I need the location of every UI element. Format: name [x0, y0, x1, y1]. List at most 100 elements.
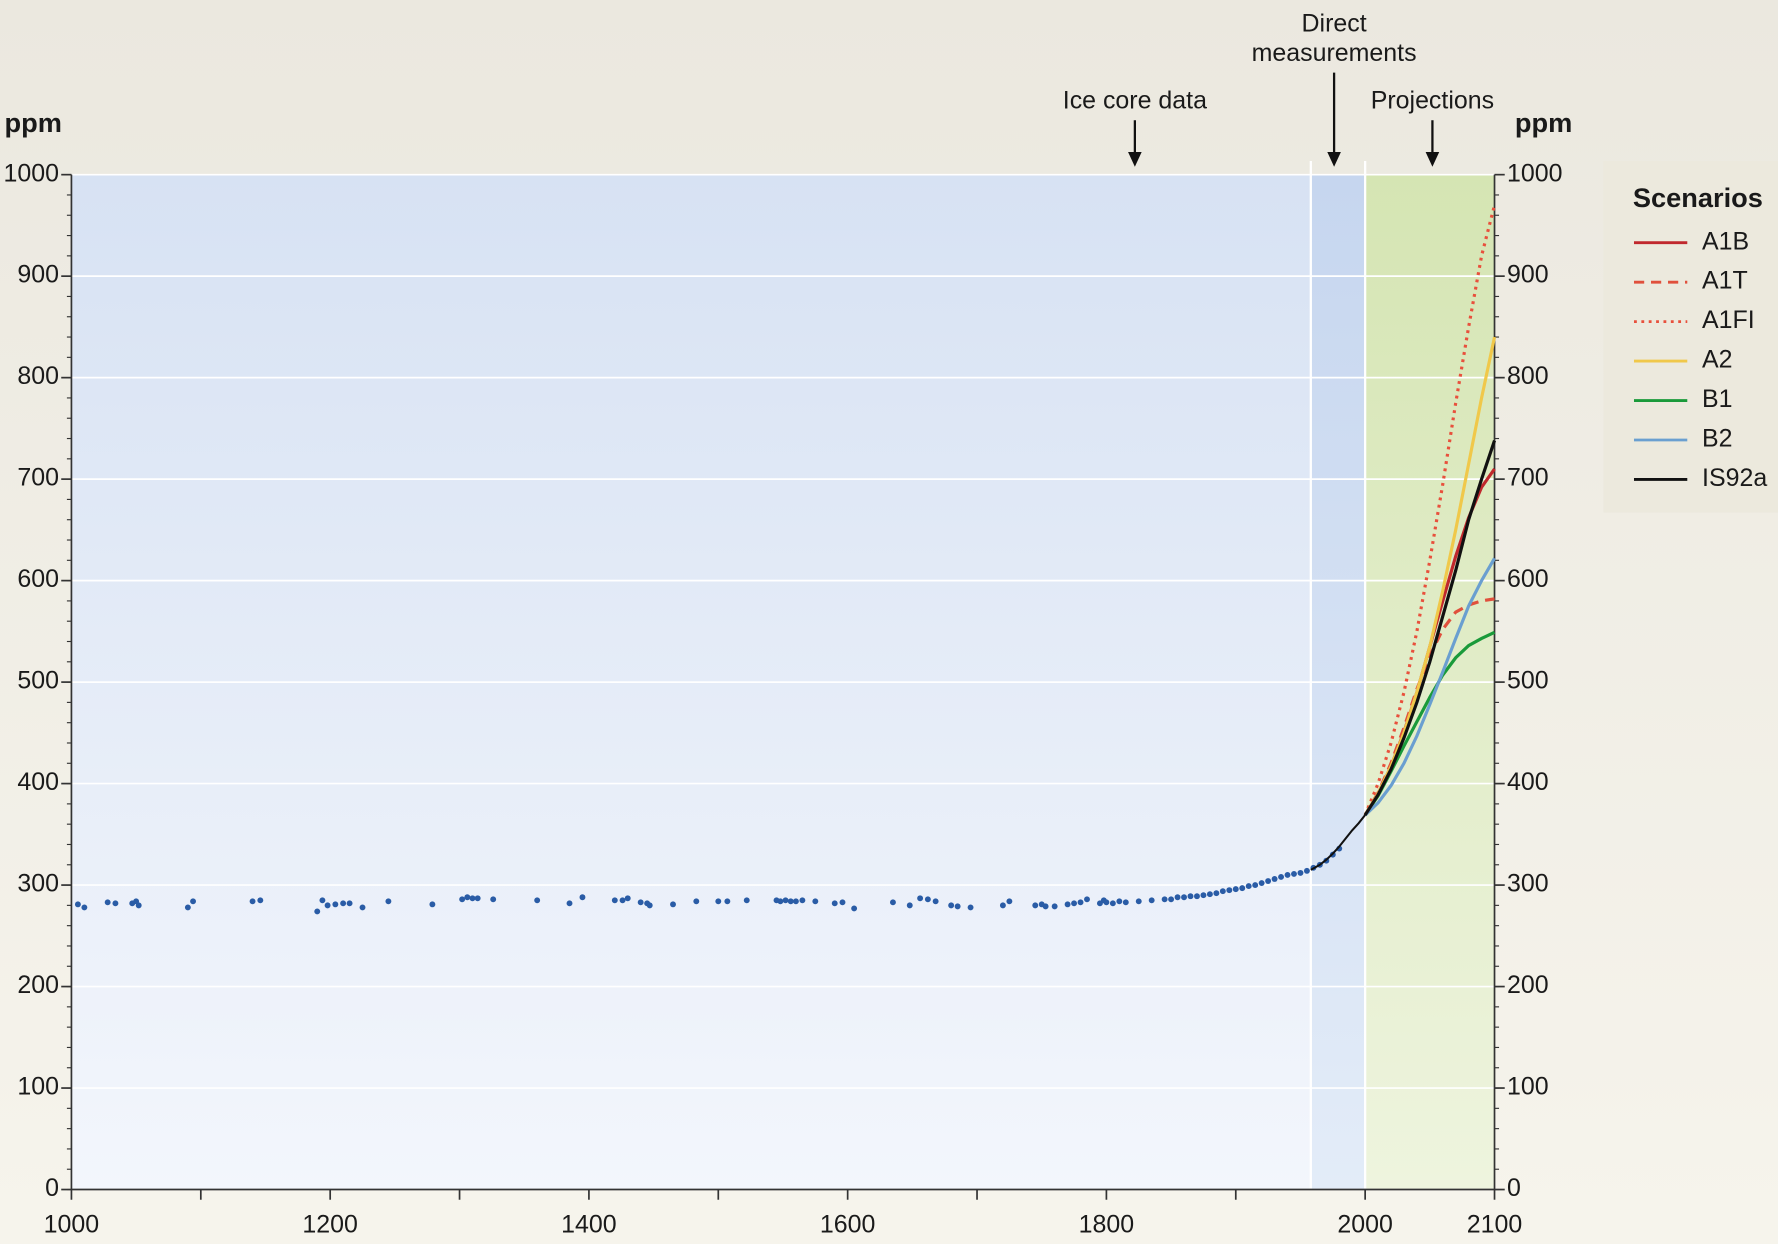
ice-core-point [1271, 876, 1278, 882]
ice-core-point [851, 905, 858, 912]
ice-core-point [324, 902, 331, 909]
arrow-head [1425, 151, 1440, 167]
legend-label: B1 [1702, 385, 1733, 413]
ice-core-point [1187, 893, 1194, 900]
x-tick-label: 1200 [302, 1210, 357, 1238]
ice-core-point [1042, 903, 1049, 910]
x-tick-label: 1400 [561, 1210, 616, 1238]
ice-core-point [787, 898, 794, 905]
scenario-line [1363, 597, 1495, 816]
x-tick-label: 1800 [1079, 1210, 1134, 1238]
ice-core-point [1103, 899, 1110, 906]
region-label: measurements [1252, 39, 1417, 67]
y-tick-label: 1000 [3, 159, 58, 187]
ice-core-point [314, 908, 321, 915]
ice-core-point [459, 896, 466, 903]
ice-core-point [469, 895, 476, 902]
ice-core-point [490, 896, 497, 903]
ice-core-point [932, 898, 939, 905]
ice-core-point [611, 897, 618, 904]
x-tick-label: 1600 [820, 1210, 875, 1238]
ice-core-point [534, 897, 541, 904]
y-tick-label: 0 [45, 1174, 59, 1202]
ice-core-point [799, 897, 806, 904]
ice-core-point [1174, 894, 1181, 901]
ice-core-point [1213, 890, 1220, 897]
x-tick-label: 2100 [1467, 1210, 1522, 1238]
legend-title: Scenarios [1633, 182, 1763, 213]
ice-core-point [1291, 870, 1297, 877]
y2-tick-label: 200 [1507, 971, 1549, 999]
measurement-line [1310, 814, 1366, 871]
ice-core-point [1116, 898, 1123, 905]
ice-core-point [319, 897, 326, 904]
ice-core-point [637, 899, 644, 906]
y2-tick-label: 1000 [1507, 159, 1562, 187]
ice-core-point [967, 904, 974, 911]
ice-core-point [1245, 883, 1252, 890]
ice-core-point [346, 900, 353, 907]
ice-core-point [1109, 900, 1116, 907]
ice-core-point [1284, 871, 1291, 878]
arrow-head [1327, 151, 1341, 167]
ice-core-point [1226, 887, 1233, 894]
y-tick-label: 900 [17, 261, 59, 289]
ice-core-point [670, 901, 676, 908]
ice-core-point [999, 902, 1006, 909]
ice-core-point [1006, 898, 1013, 905]
ice-core-point [906, 902, 913, 909]
y2-tick-label: 500 [1507, 667, 1549, 695]
ice-core-point [579, 894, 586, 901]
ice-core-point [724, 898, 731, 905]
ice-core-point [429, 901, 436, 908]
ice-core-point [1297, 869, 1304, 876]
y-tick-label: 800 [17, 362, 59, 390]
ice-core-point [464, 894, 471, 901]
ice-core-point [1265, 878, 1272, 884]
legend-label: B2 [1702, 425, 1733, 453]
region-label: Ice core data [1063, 87, 1207, 115]
ice-core-point [1206, 891, 1213, 898]
ice-core-point [619, 897, 626, 904]
scenario-line [1363, 440, 1497, 816]
y-tick-label: 300 [17, 870, 59, 898]
scenario-line [1364, 557, 1496, 817]
ice-core-point [782, 897, 789, 904]
y2-axis-label: ppm [1515, 107, 1572, 138]
ice-core-point [624, 895, 631, 902]
ice-core-point [112, 900, 119, 907]
ice-core-point [81, 904, 88, 911]
ice-core-point [743, 897, 750, 904]
ice-core-point [184, 904, 191, 911]
ice-core-point [917, 895, 924, 902]
ice-core-point [385, 898, 392, 905]
ice-core-point [889, 899, 896, 906]
y2-tick-label: 100 [1507, 1073, 1549, 1101]
ice-core-point [1084, 896, 1090, 903]
x-tick-label: 1000 [44, 1210, 99, 1238]
y-tick-label: 400 [17, 768, 59, 796]
ice-core-point [1181, 894, 1187, 901]
legend-label: IS92a [1702, 464, 1767, 492]
ice-core-point [135, 902, 142, 909]
ice-core-point [190, 898, 196, 905]
legend-box [1603, 161, 1778, 513]
region-label: Direct [1302, 10, 1367, 38]
ice-core-point [566, 900, 573, 907]
ice-core-point [924, 896, 931, 903]
ice-core-point [249, 898, 256, 905]
x-tick-label: 2000 [1337, 1210, 1392, 1238]
ice-core-point [1303, 867, 1310, 874]
y-tick-label: 500 [17, 667, 59, 695]
ice-core-point [1032, 902, 1039, 909]
ice-core-point [1148, 897, 1155, 904]
ice-core-point [257, 897, 264, 904]
ice-core-point [1258, 880, 1265, 886]
ice-core-point [1194, 893, 1200, 900]
ice-core-point [948, 902, 955, 909]
y2-tick-label: 800 [1507, 362, 1549, 390]
ice-core-point [332, 901, 339, 908]
ice-core-point [359, 904, 366, 911]
